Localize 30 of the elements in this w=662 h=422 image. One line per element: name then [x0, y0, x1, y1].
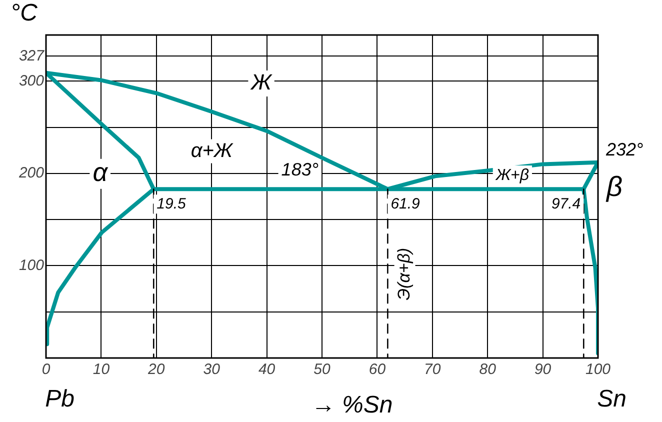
x-tick-label: 60	[368, 361, 386, 378]
x-axis-title: → %Sn	[311, 392, 393, 419]
y-tick-label: 200	[18, 164, 45, 182]
x-tick-label: 70	[424, 361, 442, 378]
annotation: 19.5	[156, 195, 186, 212]
text: Sn	[597, 386, 626, 413]
x-tick-label: 10	[92, 361, 110, 378]
x-tick-label: 0	[42, 361, 51, 378]
y-tick-label: 300	[18, 72, 45, 90]
x-tick-label: 50	[314, 361, 331, 378]
annotation: 232°	[605, 139, 644, 160]
annotation: Ж	[250, 70, 274, 95]
x-tick-label: 80	[479, 361, 497, 378]
y-tick-label: 327	[18, 47, 45, 64]
annotation: Э(α+β)	[394, 248, 414, 300]
x-tick-label: 30	[203, 361, 221, 378]
annotation: α+Ж	[190, 140, 234, 162]
text: β	[606, 171, 623, 202]
y-tick-label: 100	[18, 256, 45, 274]
text: Pb	[45, 386, 74, 413]
annotation: Ж+β	[494, 166, 530, 184]
x-tick-label: 100	[585, 361, 612, 378]
annotation: 183°	[281, 160, 319, 180]
annotation: 97.4	[551, 195, 581, 212]
y-axis-title: °C	[10, 0, 38, 27]
annotation: 61.9	[390, 195, 421, 212]
x-tick-label: 20	[147, 361, 166, 378]
x-tick-label: 90	[534, 361, 552, 378]
annotation: α	[92, 157, 109, 188]
x-tick-label: 40	[258, 361, 276, 378]
